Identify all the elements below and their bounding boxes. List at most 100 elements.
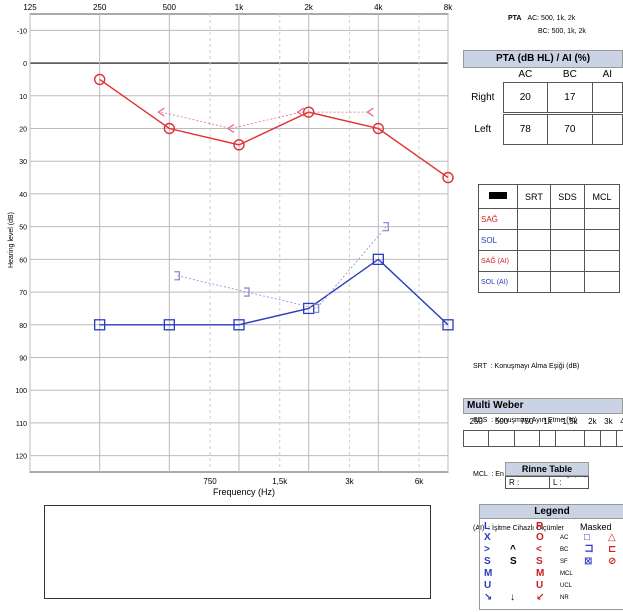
- series-line: [99, 78, 449, 179]
- abbr-sds: SDS : Konuşmayı Ayırt Etme (%): [473, 417, 578, 424]
- y-tick-label: 40: [19, 192, 27, 199]
- legend-right-symbol: U: [536, 580, 544, 591]
- y-tick-label: 100: [15, 388, 27, 395]
- weber-freq-2k: 2k: [588, 417, 597, 427]
- data-point: [94, 319, 106, 331]
- series-line: [161, 111, 371, 129]
- speech-table: SRT SDS MCL SAĞ SOL SAĞ (AI) SOL (AI): [478, 184, 620, 293]
- data-point: [313, 303, 320, 314]
- series-line: [177, 226, 387, 309]
- data-point: [244, 287, 250, 297]
- speech-color-swatch: [489, 192, 507, 199]
- legend-masked-left-symbol: コ: [584, 544, 594, 555]
- data-point: [303, 302, 315, 315]
- notes-box[interactable]: [44, 505, 431, 599]
- legend-masked-left-symbol: □: [584, 532, 591, 543]
- y-tick-label: 10: [19, 94, 27, 101]
- rinne-l: L :: [549, 476, 589, 489]
- legend-masked-right-symbol: △: [608, 532, 616, 543]
- multi-weber-title: Multi Weber: [463, 398, 623, 414]
- pta-left-bc: 70: [547, 113, 593, 145]
- pta-info-ac: AC: 500, 1k, 2k: [527, 15, 576, 22]
- x-bottom-tick-label: 1,5k: [272, 477, 288, 486]
- x-top-tick-label: 1k: [235, 3, 244, 12]
- data-point: [233, 139, 245, 151]
- data-point: [157, 107, 165, 117]
- speech-row-sag-ai: SAĞ (AI): [478, 250, 518, 272]
- pta-col-ai: AI: [602, 69, 613, 81]
- data-point: [372, 253, 384, 266]
- legend-right-symbol: <: [536, 544, 542, 555]
- legend-r: R: [536, 521, 544, 532]
- legend-left-symbol: X: [484, 532, 491, 543]
- speech-row-sol-ai: SOL (AI): [478, 271, 518, 293]
- pta-info-bc: BC: 500, 1k, 2k: [538, 28, 586, 35]
- legend-masked-left-symbol: ⊠: [584, 556, 593, 567]
- legend-row-label: MCL: [560, 571, 573, 577]
- pta-right-ac: 20: [502, 81, 549, 113]
- speech-row-sol: SOL: [478, 229, 518, 251]
- data-point: [174, 271, 180, 281]
- legend-right-symbol: S: [536, 556, 543, 567]
- pta-col-bc: BC: [562, 69, 577, 81]
- weber-freq-3k: 3k: [604, 417, 613, 427]
- x-top-tick-label: 250: [93, 3, 107, 12]
- weber-freq-4k: 4k: [620, 417, 623, 427]
- legend-row-label: NR: [560, 595, 569, 601]
- x-bottom-tick-label: 6k: [415, 477, 424, 486]
- speech-col-mcl: MCL: [584, 184, 620, 209]
- legend-row-label: UCL: [560, 583, 573, 589]
- x-top-tick-label: 500: [163, 3, 177, 12]
- weber-freq-250: 250: [469, 417, 483, 427]
- weber-freq-750: 750: [520, 417, 534, 427]
- legend-row-label: AC: [560, 535, 569, 541]
- data-point: [383, 221, 389, 232]
- speech-col-sds: SDS: [549, 184, 586, 209]
- data-point: [372, 122, 385, 135]
- legend-masked-right-symbol: ⊏: [608, 544, 617, 555]
- legend-mid-symbol: ^: [510, 544, 516, 555]
- y-axis-label: Hearing level (dB): [8, 212, 15, 268]
- y-tick-label: 70: [19, 290, 27, 297]
- pta-table-title: PTA (dB HL) / AI (%): [463, 50, 623, 68]
- y-tick-label: 110: [16, 421, 27, 428]
- rinne-r: R :: [505, 476, 550, 489]
- speech-col-srt: SRT: [517, 184, 551, 209]
- legend-left-symbol: >: [484, 544, 490, 555]
- x-top-tick-label: 125: [23, 3, 37, 12]
- rinne-title: Rinne Table: [505, 462, 589, 476]
- pta-info: PTA AC: 500, 1k, 2k: [508, 15, 575, 22]
- abbr-ai: (AI) : İşitme Cihazlı Ölçümler: [473, 525, 565, 532]
- pta-col-ac: AC: [518, 69, 533, 81]
- pta-right-ai: [591, 81, 623, 113]
- pta-info-label: PTA: [508, 15, 522, 22]
- legend-masked: Masked: [580, 522, 612, 532]
- legend-mid-symbol: S: [510, 556, 517, 567]
- weber-freq-1-5k: 1,5k: [562, 417, 578, 427]
- legend-row-label: BC: [560, 547, 569, 553]
- legend-masked-right-symbol: ⊘: [608, 556, 617, 567]
- data-point: [163, 122, 176, 135]
- data-point: [93, 73, 106, 86]
- pta-left-ai: [591, 113, 623, 145]
- y-tick-label: 20: [19, 127, 27, 134]
- weber-freq-1k: 1k: [543, 417, 552, 427]
- legend-left-symbol: U: [484, 580, 492, 591]
- legend-row-label: SF: [560, 559, 568, 565]
- pta-left-ac: 78: [502, 113, 549, 145]
- rinne-table: Rinne Table R : L :: [505, 462, 589, 489]
- x-top-tick-label: 2k: [304, 3, 313, 12]
- x-bottom-tick-label: 3k: [345, 477, 354, 486]
- x-axis-label: Frequency (Hz): [213, 487, 275, 497]
- legend-left-symbol: S: [484, 556, 491, 567]
- speech-row-sag: SAĞ: [478, 208, 518, 230]
- y-tick-label: -10: [17, 28, 27, 35]
- pta-right-bc: 17: [547, 81, 593, 113]
- legend-right-symbol: ↙: [536, 592, 545, 603]
- multi-weber: Multi Weber 250 500 750 1k 1,5k 2k 3k 4k: [462, 398, 623, 447]
- y-tick-label: 30: [19, 159, 27, 166]
- legend-l: L: [484, 521, 491, 532]
- y-tick-label: 50: [19, 225, 27, 232]
- legend-title: Legend: [480, 505, 623, 519]
- legend-right-symbol: M: [536, 568, 545, 579]
